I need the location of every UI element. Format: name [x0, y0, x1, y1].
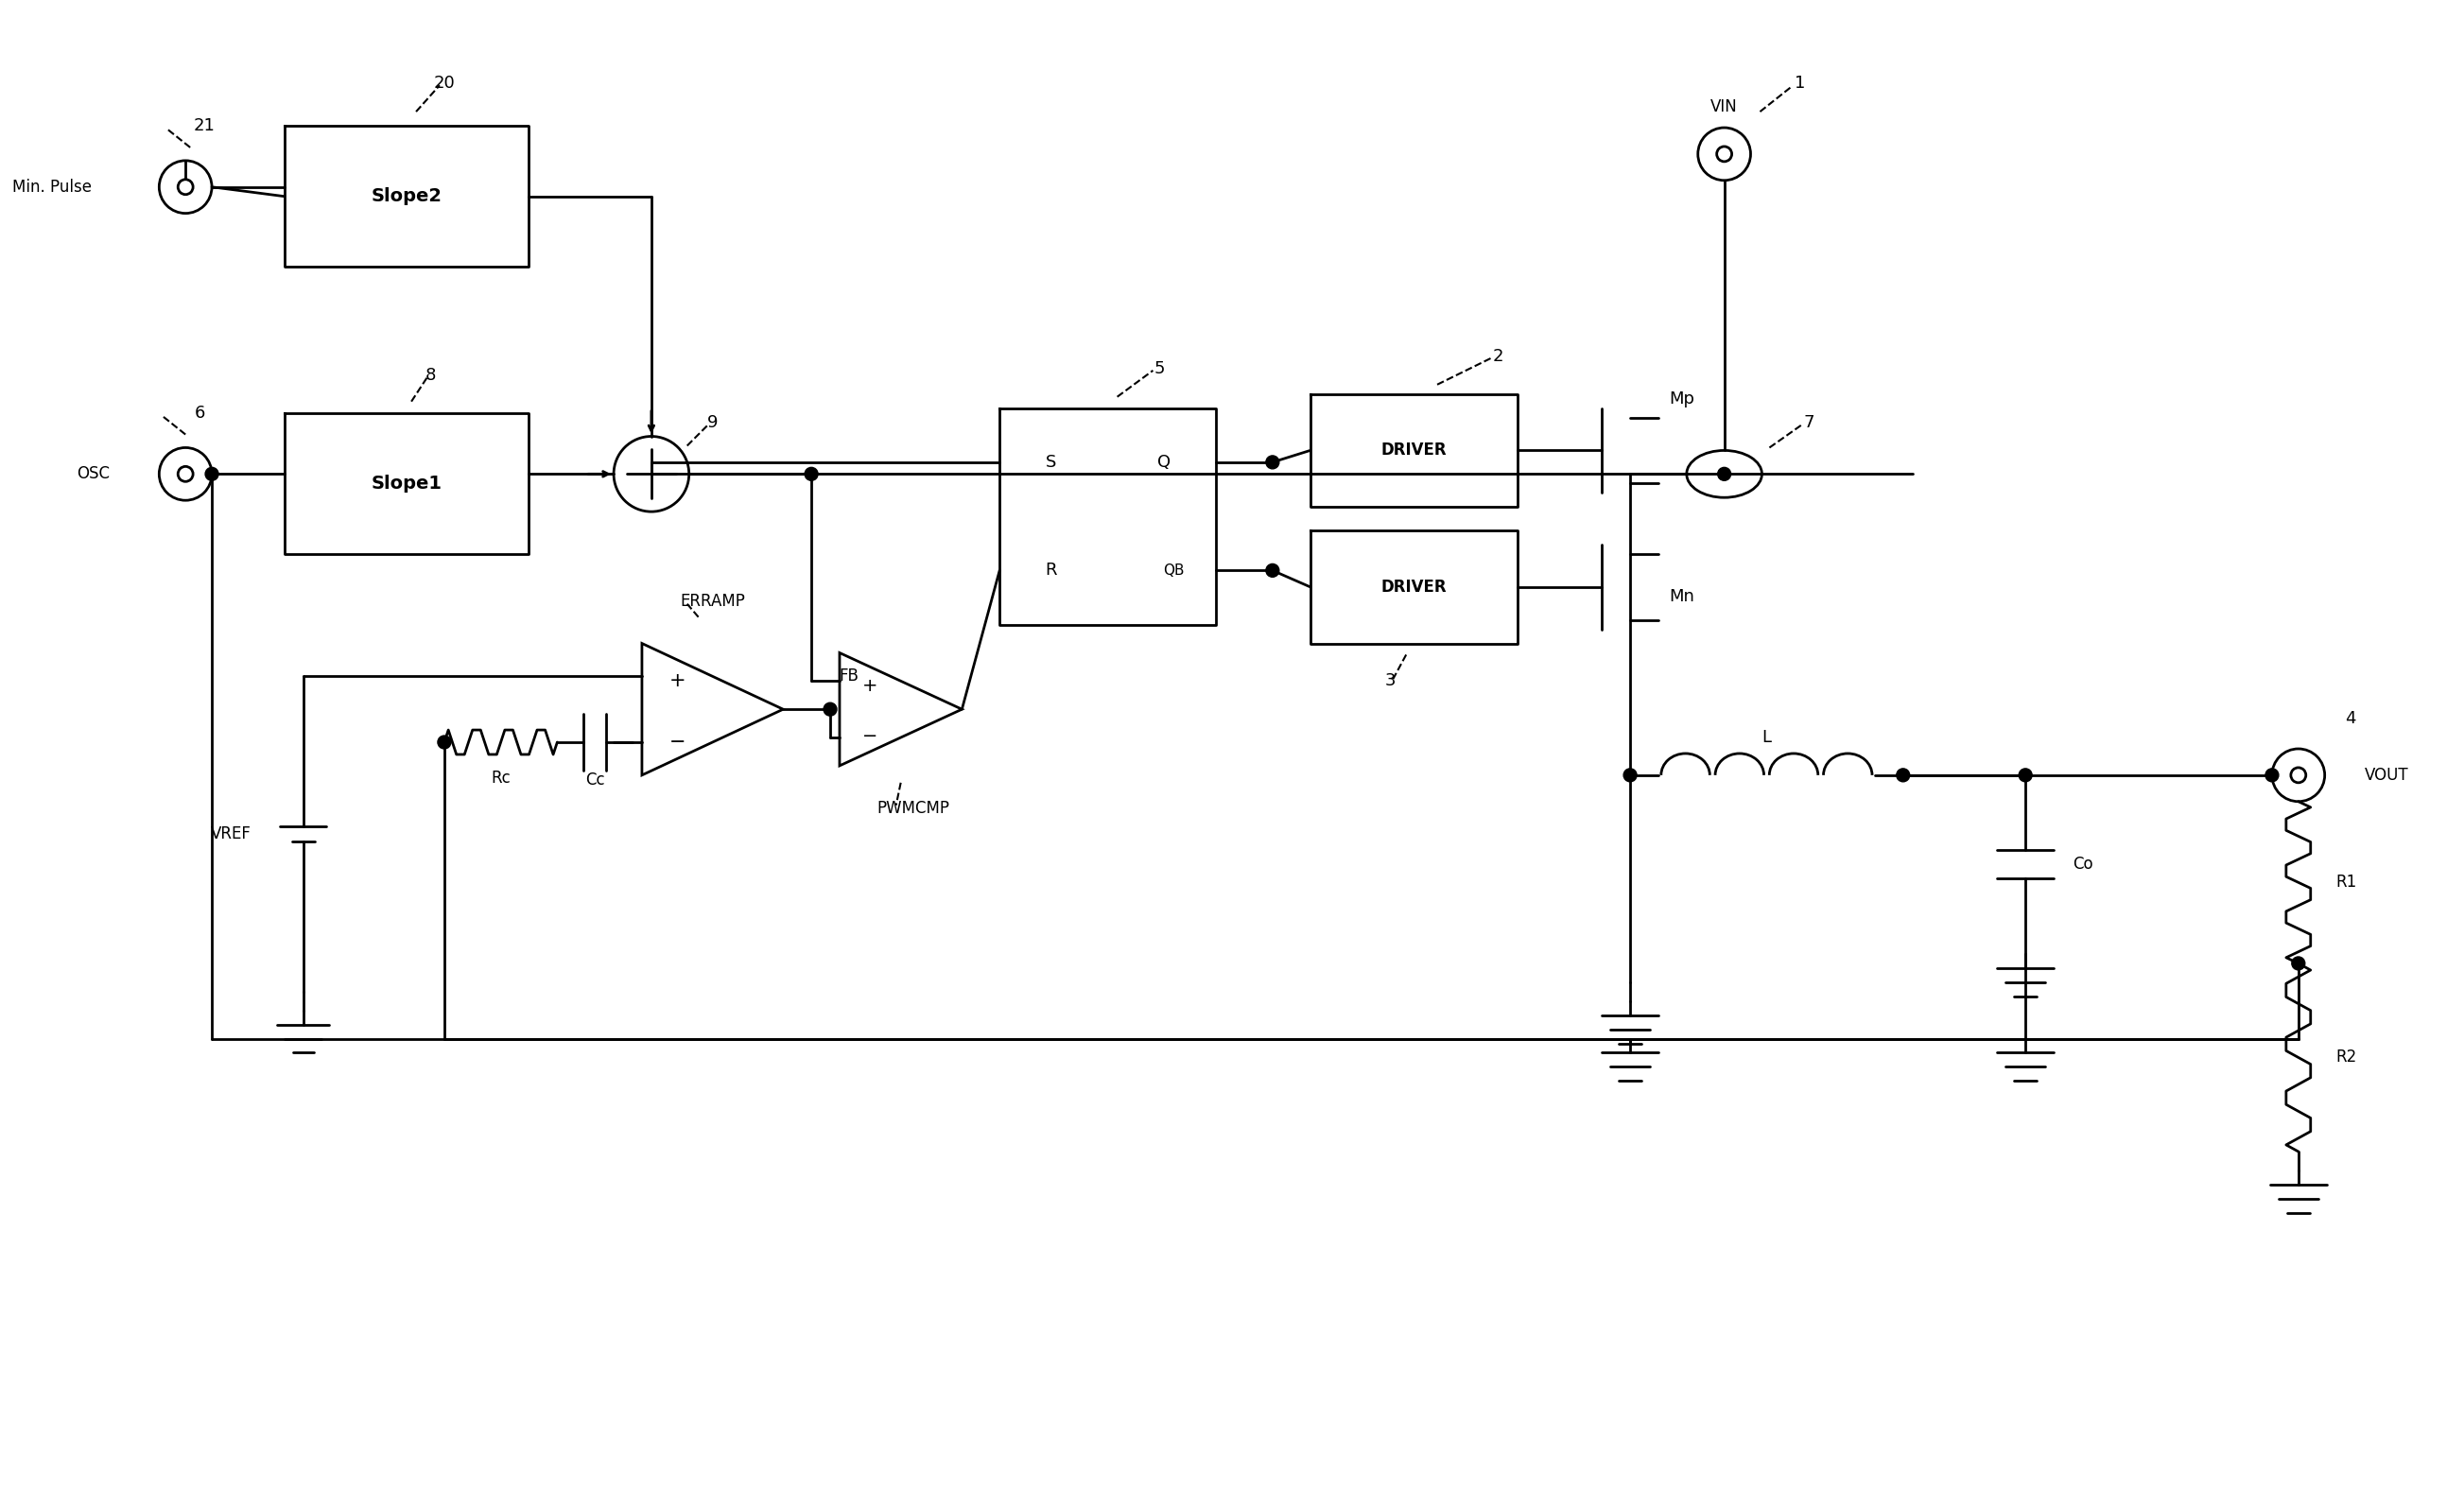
Text: −: − [668, 732, 685, 751]
Circle shape [2292, 768, 2306, 783]
Circle shape [1266, 456, 1279, 468]
Text: 7: 7 [1804, 413, 1814, 431]
Text: 1: 1 [1794, 75, 1806, 92]
Text: R2: R2 [2336, 1050, 2358, 1066]
Circle shape [823, 702, 838, 716]
Text: 3: 3 [1385, 672, 1395, 689]
Circle shape [1266, 564, 1279, 577]
Text: Slope2: Slope2 [372, 188, 441, 206]
Text: Rc: Rc [490, 769, 510, 786]
Text: 20: 20 [434, 75, 456, 92]
Text: +: + [862, 677, 877, 695]
Circle shape [1717, 146, 1732, 161]
Text: FB: FB [840, 668, 860, 684]
Text: 5: 5 [1153, 361, 1165, 377]
Circle shape [439, 735, 451, 748]
Circle shape [2292, 957, 2304, 971]
Text: VIN: VIN [1710, 98, 1737, 115]
Circle shape [177, 179, 192, 194]
Text: 2: 2 [1493, 347, 1503, 365]
Text: 21: 21 [195, 118, 214, 134]
Circle shape [1624, 768, 1636, 781]
Text: Q: Q [1158, 453, 1170, 471]
Text: Cc: Cc [584, 771, 604, 789]
Text: R1: R1 [2336, 874, 2358, 892]
Text: DRIVER: DRIVER [1380, 579, 1446, 595]
Text: R: R [1045, 562, 1057, 579]
Circle shape [177, 467, 192, 482]
Circle shape [806, 467, 818, 480]
Circle shape [1897, 768, 1910, 781]
Text: ERRAMP: ERRAMP [680, 592, 744, 610]
Circle shape [205, 467, 219, 480]
Text: VREF: VREF [212, 826, 251, 842]
Text: PWMCMP: PWMCMP [877, 799, 949, 817]
Text: Slope1: Slope1 [372, 474, 441, 492]
Text: QB: QB [1163, 564, 1185, 577]
Text: 8: 8 [424, 367, 436, 383]
Text: −: − [862, 726, 877, 744]
Circle shape [2018, 768, 2033, 781]
Circle shape [2264, 768, 2279, 781]
Text: 6: 6 [195, 404, 205, 422]
Text: L: L [1762, 729, 1772, 746]
Text: 4: 4 [2346, 710, 2356, 728]
Text: 9: 9 [707, 413, 717, 431]
Circle shape [1717, 467, 1730, 480]
Text: Mn: Mn [1668, 587, 1695, 605]
Text: VOUT: VOUT [2365, 766, 2407, 784]
Text: Mp: Mp [1668, 391, 1695, 407]
Text: +: + [668, 671, 685, 690]
Text: DRIVER: DRIVER [1380, 441, 1446, 459]
Text: Min. Pulse: Min. Pulse [12, 179, 91, 195]
Text: Co: Co [2072, 856, 2092, 874]
Text: OSC: OSC [76, 465, 111, 483]
Text: S: S [1045, 453, 1057, 471]
